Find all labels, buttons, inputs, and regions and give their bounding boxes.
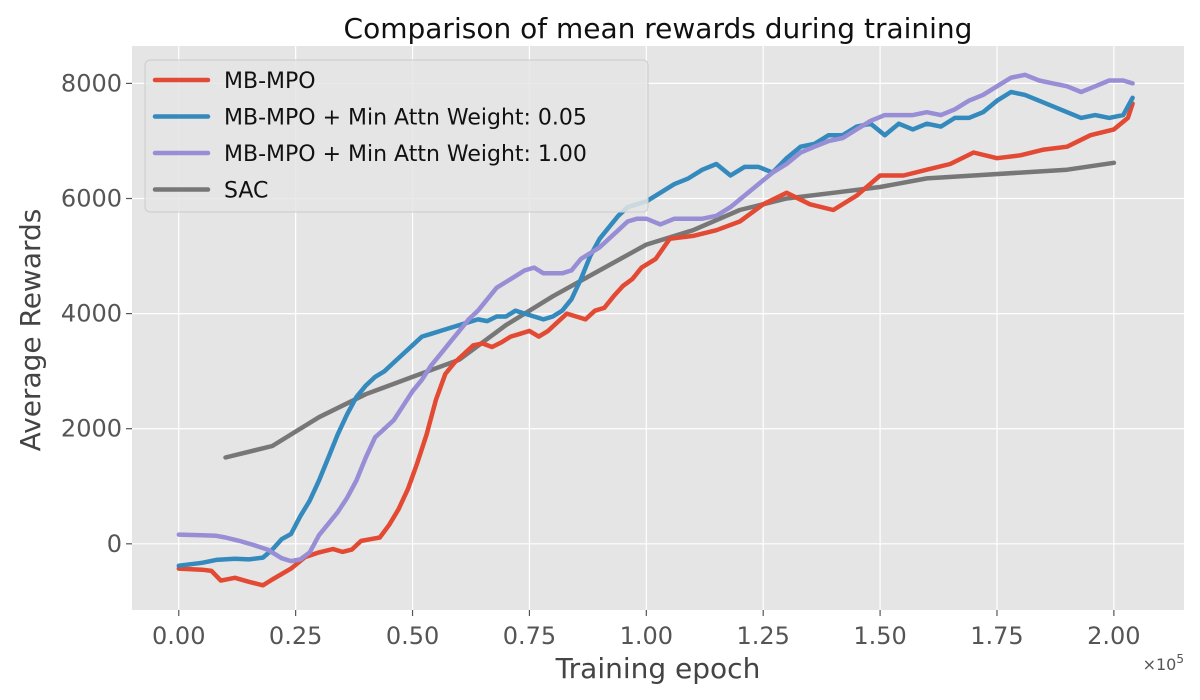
x-tick-label: 0.75 — [503, 622, 556, 650]
x-tick-label: 1.00 — [620, 622, 673, 650]
series-line-mb-mpo-min-attn-weight-0-05 — [176, 89, 1135, 568]
legend-box — [144, 59, 649, 213]
series-line-mb-mpo — [176, 101, 1135, 588]
y-tick-label: 0 — [107, 530, 122, 558]
x-tick-label: 2.00 — [1087, 622, 1140, 650]
x-tick-label: 0.50 — [386, 622, 439, 650]
x-tick-label: 0.25 — [269, 622, 322, 650]
legend-entry-label: MB-MPO + Min Attn Weight: 1.00 — [224, 142, 587, 167]
y-tick-label: 6000 — [61, 185, 122, 213]
tick-layer: 0.00 0.25 0.50 0.75 1.00 1.25 1.50 1.75 2.00 0 200… — [61, 69, 1141, 650]
x-tick-label: 0.00 — [152, 622, 205, 650]
y-tick-label: 4000 — [61, 300, 122, 328]
x-tick-label: 1.75 — [970, 622, 1023, 650]
series-layer — [176, 72, 1135, 588]
y-tick-label: 2000 — [61, 415, 122, 443]
x-tick-label: 1.50 — [853, 622, 906, 650]
x-axis-label: Training epoch — [555, 652, 761, 685]
x-tick-label: 1.25 — [736, 622, 789, 650]
x-exponent-base: ×10 — [1143, 655, 1177, 674]
x-exponent-power: 5 — [1176, 652, 1184, 666]
y-tick-label: 8000 — [61, 69, 122, 97]
x-axis-exponent: ×105 — [1143, 652, 1184, 674]
legend: MB-MPO MB-MPO + Min Attn Weight: 0.05 MB-M… — [144, 59, 649, 213]
chart-title: Comparison of mean rewards during traini… — [344, 12, 973, 45]
series-line-mb-mpo-min-attn-weight-1-00 — [176, 72, 1135, 564]
legend-entry-label: SAC — [224, 179, 268, 204]
legend-entry-label: MB-MPO + Min Attn Weight: 0.05 — [224, 106, 587, 131]
legend-entry-label: MB-MPO — [224, 69, 316, 94]
y-axis-label: Average Rewards — [14, 209, 47, 452]
